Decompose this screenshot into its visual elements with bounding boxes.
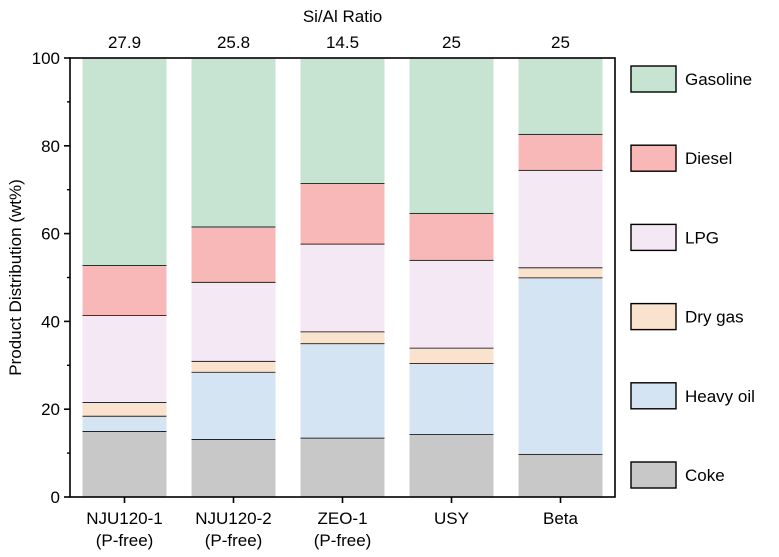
bar-segment-dry-gas-5	[518, 267, 603, 278]
bar-segment-heavy-oil-3	[300, 343, 385, 438]
bar-segment-gasoline-3	[300, 58, 385, 184]
bar-segment-heavy-oil-2	[191, 371, 276, 440]
bar-segment-gasoline-4	[409, 58, 494, 213]
bar-segment-diesel-1	[82, 265, 167, 316]
bar-segment-diesel-3	[300, 183, 385, 244]
top-tick-label: 25	[551, 33, 570, 52]
ticks-layer: 0 20 40 60 80 100 NJU120-1 (P-free) 27.9 NJU120-2…	[32, 33, 579, 550]
legend-swatch-coke	[630, 461, 677, 489]
bar-segment-gasoline-5	[518, 58, 603, 134]
legend-label-heavy-oil: Heavy oil	[685, 387, 755, 406]
bar-segment-gasoline-1	[82, 58, 167, 266]
x-tick-label: Beta	[543, 509, 579, 528]
legend-swatch-gasoline	[630, 65, 677, 93]
x-tick-label: NJU120-2	[195, 509, 272, 528]
x-tick-label: (P-free)	[205, 531, 263, 550]
x-tick-label: ZEO-1	[317, 509, 367, 528]
top-tick-label: 14.5	[326, 33, 359, 52]
legend-label-diesel: Diesel	[685, 149, 732, 168]
y-tick-label: 60	[41, 225, 60, 244]
bar-segment-lpg-3	[300, 243, 385, 332]
bar-segment-gasoline-2	[191, 58, 276, 227]
top-tick-label: 27.9	[108, 33, 141, 52]
bar-segment-lpg-2	[191, 281, 276, 361]
legend-label-dry-gas: Dry gas	[685, 308, 744, 327]
bar-segment-coke-4	[409, 434, 494, 497]
bar-segment-coke-2	[191, 439, 276, 497]
legend-swatch-dry-gas	[630, 302, 677, 331]
bar-segment-diesel-4	[409, 212, 494, 260]
top-axis-label: Si/Al Ratio	[303, 7, 382, 26]
bar-segment-diesel-5	[518, 133, 603, 170]
y-tick-label: 0	[51, 488, 60, 507]
x-tick-label: (P-free)	[96, 531, 154, 550]
y-axis-label: Product Distribution (wt%)	[6, 179, 25, 376]
bar-segment-coke-3	[300, 437, 385, 497]
bar-segment-coke-1	[82, 431, 167, 497]
legend-label-gasoline: Gasoline	[685, 70, 752, 89]
y-tick-label: 80	[41, 137, 60, 156]
top-tick-label: 25.8	[217, 33, 250, 52]
bar-segment-heavy-oil-5	[518, 277, 603, 454]
bar-segment-dry-gas-3	[300, 331, 385, 344]
y-tick-label: 20	[41, 400, 60, 419]
bar-segment-lpg-1	[82, 315, 167, 403]
top-tick-label: 25	[442, 33, 461, 52]
bar-segment-dry-gas-1	[82, 402, 167, 416]
bars-layer	[82, 58, 603, 497]
y-tick-label: 100	[32, 49, 60, 68]
bar-segment-heavy-oil-1	[82, 415, 167, 432]
bar-segment-lpg-4	[409, 259, 494, 348]
legend-swatch-heavy-oil	[630, 382, 677, 410]
legend-label-lpg: LPG	[685, 228, 719, 247]
bar-segment-lpg-5	[518, 169, 603, 268]
bar-segment-heavy-oil-4	[409, 363, 494, 435]
bar-segment-diesel-2	[191, 226, 276, 282]
x-tick-label: USY	[434, 509, 469, 528]
bar-segment-coke-5	[518, 453, 603, 497]
legend-swatch-diesel	[630, 144, 677, 172]
legend-swatch-lpg	[630, 223, 677, 252]
x-tick-label: NJU120-1	[86, 509, 163, 528]
x-tick-label: (P-free)	[314, 531, 372, 550]
legend-label-coke: Coke	[685, 466, 725, 485]
legend: Gasoline Diesel LPG Dry gas Heavy oil Coke	[630, 65, 755, 489]
bar-segment-dry-gas-2	[191, 360, 276, 372]
bar-segment-dry-gas-4	[409, 347, 494, 364]
y-tick-label: 40	[41, 312, 60, 331]
